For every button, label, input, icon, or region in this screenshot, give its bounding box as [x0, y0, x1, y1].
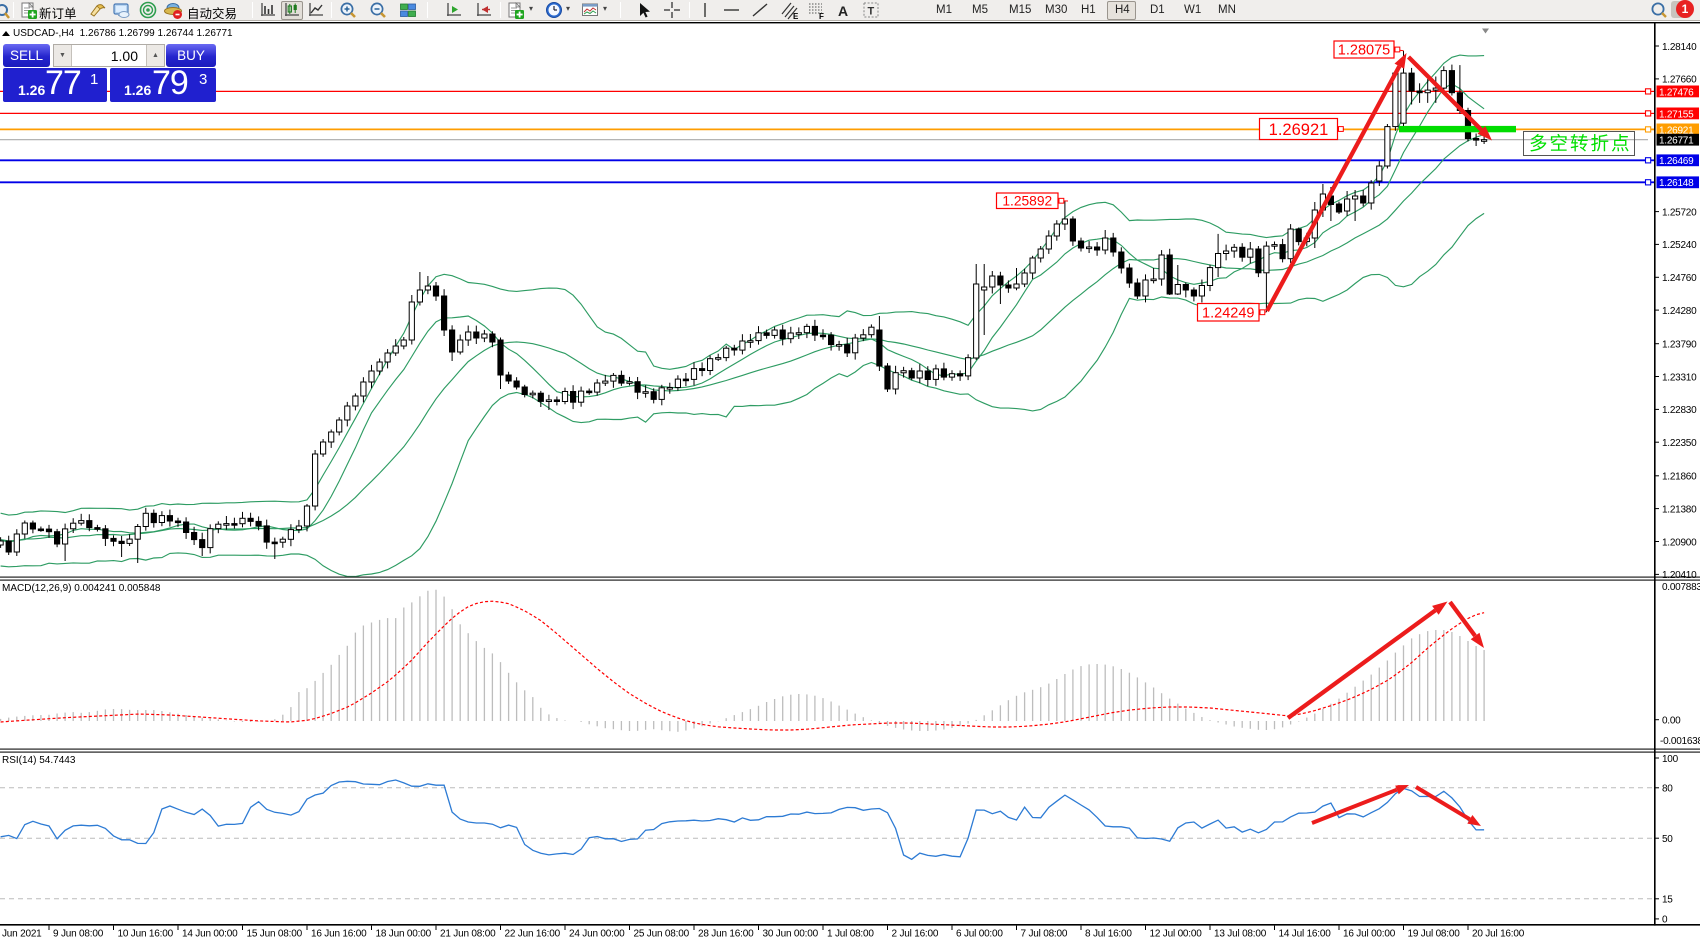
- svg-text:1.26469: 1.26469: [1659, 156, 1694, 167]
- svg-text:80: 80: [1662, 784, 1673, 795]
- svg-text:1.24249: 1.24249: [1202, 305, 1254, 321]
- svg-text:T: T: [868, 6, 875, 18]
- svg-text:1.26921: 1.26921: [1269, 121, 1329, 139]
- svg-text:1.24280: 1.24280: [1662, 306, 1697, 317]
- svg-text:12 Jul 00:00: 12 Jul 00:00: [1150, 929, 1203, 940]
- svg-text:22 Jun 16:00: 22 Jun 16:00: [505, 929, 561, 940]
- svg-text:15 Jun 08:00: 15 Jun 08:00: [247, 929, 303, 940]
- svg-text:1.23310: 1.23310: [1662, 372, 1697, 383]
- svg-text:16 Jul 00:00: 16 Jul 00:00: [1343, 929, 1396, 940]
- svg-text:1.24760: 1.24760: [1662, 273, 1697, 284]
- svg-text:1.22830: 1.22830: [1662, 405, 1697, 416]
- svg-text:15: 15: [1662, 895, 1673, 906]
- svg-text:RSI(14) 54.7443: RSI(14) 54.7443: [2, 755, 76, 766]
- svg-text:1.21380: 1.21380: [1662, 504, 1697, 515]
- svg-text:0.007883: 0.007883: [1662, 582, 1700, 593]
- svg-text:1.25720: 1.25720: [1662, 207, 1697, 218]
- svg-text:1 Jul 08:00: 1 Jul 08:00: [827, 929, 874, 940]
- svg-text:14 Jul 16:00: 14 Jul 16:00: [1279, 929, 1332, 940]
- svg-text:1.27476: 1.27476: [1659, 87, 1694, 98]
- svg-text:1.26771: 1.26771: [1659, 136, 1694, 147]
- svg-text:100: 100: [1662, 754, 1679, 765]
- svg-text:14 Jun 00:00: 14 Jun 00:00: [182, 929, 238, 940]
- svg-text:1.25892: 1.25892: [1002, 194, 1052, 209]
- svg-text:F: F: [819, 12, 824, 21]
- svg-text:1.22350: 1.22350: [1662, 438, 1697, 449]
- svg-text:MACD(12,26,9) 0.004241 0.00584: MACD(12,26,9) 0.004241 0.005848: [2, 583, 161, 594]
- svg-text:1.28075: 1.28075: [1338, 43, 1390, 59]
- svg-text:7 Jul 08:00: 7 Jul 08:00: [1021, 929, 1068, 940]
- svg-text:多空转折点: 多空转折点: [1529, 133, 1632, 154]
- svg-text:1.26148: 1.26148: [1659, 178, 1694, 189]
- svg-text:20 Jul 16:00: 20 Jul 16:00: [1472, 929, 1525, 940]
- svg-text:8 Jul 16:00: 8 Jul 16:00: [1085, 929, 1132, 940]
- svg-text:24 Jun 00:00: 24 Jun 00:00: [569, 929, 625, 940]
- svg-text:1.27660: 1.27660: [1662, 75, 1697, 86]
- svg-text:10 Jun 16:00: 10 Jun 16:00: [118, 929, 174, 940]
- svg-text:16 Jun 16:00: 16 Jun 16:00: [311, 929, 367, 940]
- svg-text:1.27155: 1.27155: [1659, 109, 1694, 120]
- svg-text:1.20900: 1.20900: [1662, 537, 1697, 548]
- svg-text:50: 50: [1662, 834, 1673, 845]
- svg-text:Jun 2021: Jun 2021: [2, 929, 42, 940]
- svg-text:28 Jun 16:00: 28 Jun 16:00: [698, 929, 754, 940]
- svg-text:0: 0: [1662, 915, 1668, 926]
- svg-text:1.28140: 1.28140: [1662, 42, 1697, 53]
- svg-text:1.25240: 1.25240: [1662, 240, 1697, 251]
- svg-text:13 Jul 08:00: 13 Jul 08:00: [1214, 929, 1267, 940]
- svg-text:1.20410: 1.20410: [1662, 570, 1697, 581]
- svg-text:30 Jun 00:00: 30 Jun 00:00: [763, 929, 819, 940]
- svg-text:9 Jun 08:00: 9 Jun 08:00: [53, 929, 104, 940]
- svg-text:25 Jun 08:00: 25 Jun 08:00: [634, 929, 690, 940]
- svg-text:E: E: [793, 12, 799, 21]
- svg-text:19 Jul 08:00: 19 Jul 08:00: [1408, 929, 1461, 940]
- svg-text:-0.001638: -0.001638: [1660, 736, 1700, 747]
- svg-text:1.23790: 1.23790: [1662, 340, 1697, 351]
- svg-text:18 Jun 00:00: 18 Jun 00:00: [376, 929, 432, 940]
- svg-text:6 Jul 00:00: 6 Jul 00:00: [956, 929, 1003, 940]
- svg-text:2 Jul 16:00: 2 Jul 16:00: [892, 929, 939, 940]
- svg-text:21 Jun 08:00: 21 Jun 08:00: [440, 929, 496, 940]
- svg-text:1.21860: 1.21860: [1662, 472, 1697, 483]
- svg-text:0.00: 0.00: [1662, 716, 1681, 727]
